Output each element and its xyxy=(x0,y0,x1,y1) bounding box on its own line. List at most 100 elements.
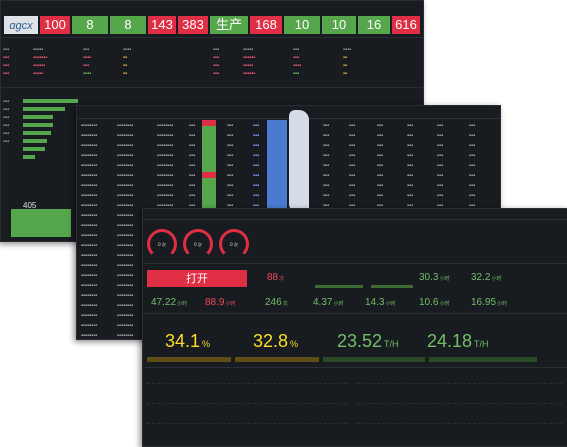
bar-label: ▪▪▪ xyxy=(3,131,10,135)
status-cell-red xyxy=(202,120,216,126)
table-cell: ▪▪▪ xyxy=(227,193,234,197)
table-cell: ▪▪▪ xyxy=(407,133,414,137)
table-cell: ▪▪▪▪▪▪▪▪ xyxy=(81,283,98,287)
table-row[interactable]: ▪▪▪▪▪▪▪▪▪▪▪▪▪▪▪▪▪▪▪▪▪▪▪▪▪▪▪▪▪▪▪▪▪▪▪▪▪▪▪▪… xyxy=(77,200,500,210)
table-cell: ▪▪▪ xyxy=(323,133,330,137)
table-cell: ▪▪▪▪▪▪▪▪ xyxy=(117,143,134,147)
open-status-button[interactable]: 打开 xyxy=(147,270,247,287)
divider xyxy=(143,367,567,368)
stat-5-value: 383 xyxy=(178,16,208,34)
bar-label: ▪▪▪ xyxy=(3,139,10,143)
stat-1[interactable]: 100 xyxy=(39,2,71,36)
metric-r2-7: 16.95小时 xyxy=(471,297,508,308)
table-cell: ▪▪▪ xyxy=(407,183,414,187)
table-cell: ▪▪▪ xyxy=(189,153,196,157)
metric-r2-5: 14.3小时 xyxy=(365,297,396,308)
table-row: ▪▪▪ ▪▪▪▪▪ ▪▪▪ ▪▪▪▪ xyxy=(213,47,352,51)
table-cell: ▪▪▪ xyxy=(253,123,260,127)
gauge-2 xyxy=(183,229,213,259)
table-cell: ▪▪▪ xyxy=(437,163,444,167)
table-row: ▪▪▪ ▪▪▪▪▪▪▪ ▪▪▪▪ ▪▪ xyxy=(3,55,128,59)
stat-6[interactable]: 生产 xyxy=(209,2,249,36)
table-cell: ▪▪▪ xyxy=(189,163,196,167)
table-cell: ▪▪▪ xyxy=(349,123,356,127)
table-row[interactable]: ▪▪▪▪▪▪▪▪▪▪▪▪▪▪▪▪▪▪▪▪▪▪▪▪▪▪▪▪▪▪▪▪▪▪▪▪▪▪▪▪… xyxy=(77,180,500,190)
table-row[interactable]: ▪▪▪▪▪▪▪▪▪▪▪▪▪▪▪▪▪▪▪▪▪▪▪▪▪▪▪▪▪▪▪▪▪▪▪▪▪▪▪▪… xyxy=(77,120,500,130)
table-row[interactable]: ▪▪▪▪▪▪▪▪▪▪▪▪▪▪▪▪▪▪▪▪▪▪▪▪▪▪▪▪▪▪▪▪▪▪▪▪▪▪▪▪… xyxy=(77,150,500,160)
stat-4[interactable]: 143 xyxy=(147,2,177,36)
table-cell: ▪▪▪ xyxy=(437,173,444,177)
table-cell: ▪▪▪▪▪▪▪▪ xyxy=(117,323,134,327)
table-cell: ▪▪▪▪▪▪▪▪ xyxy=(157,143,174,147)
stat-9[interactable]: 10 xyxy=(321,2,357,36)
table-cell: ▪▪▪ xyxy=(227,143,234,147)
table-cell: ▪▪▪▪▪▪▪▪ xyxy=(157,163,174,167)
stat-9-value: 10 xyxy=(322,16,356,34)
table-cell: ▪▪▪▪▪▪▪▪ xyxy=(81,183,98,187)
table-cell: ▪▪▪▪▪▪▪▪ xyxy=(81,333,98,337)
stat-10[interactable]: 16 xyxy=(357,2,391,36)
bar-label: ▪▪▪ xyxy=(3,99,10,103)
table-cell: ▪▪▪▪▪▪▪▪ xyxy=(81,233,98,237)
table-cell: ▪▪▪ xyxy=(227,173,234,177)
stat-8[interactable]: 10 xyxy=(283,2,321,36)
table-cell: ▪▪▪ xyxy=(349,163,356,167)
table-cell: ▪▪▪ xyxy=(377,133,384,137)
table-cell: ▪▪▪ xyxy=(469,143,476,147)
bar xyxy=(23,123,53,127)
table-cell: ▪▪▪▪▪▪▪▪ xyxy=(81,323,98,327)
table-cell: ▪▪▪▪▪▪▪▪ xyxy=(81,203,98,207)
alarm-table-right: ▪▪▪ ▪▪▪▪▪ ▪▪▪ ▪▪▪▪ ▪▪▪ ▪▪▪▪▪▪ ▪▪▪ ▪▪ ▪▪▪ ▪▪▪▪▪ ▪… xyxy=(213,45,418,85)
bar xyxy=(23,115,53,119)
stat-2[interactable]: 8 xyxy=(71,2,109,36)
bar-label: ▪▪▪ xyxy=(3,123,10,127)
stat-4-value: 143 xyxy=(148,16,176,34)
table-cell: ▪▪▪ xyxy=(377,193,384,197)
bar xyxy=(23,139,47,143)
stat-7-value: 168 xyxy=(250,16,282,34)
table-cell: ▪▪▪ xyxy=(349,133,356,137)
metric-hours-2: 32.2小时 xyxy=(471,272,502,283)
table-row[interactable]: ▪▪▪▪▪▪▪▪▪▪▪▪▪▪▪▪▪▪▪▪▪▪▪▪▪▪▪▪▪▪▪▪▪▪▪▪▪▪▪▪… xyxy=(77,140,500,150)
metric-r2-3: 246次 xyxy=(265,297,288,308)
stat-logo: ɑgcx xyxy=(3,2,39,36)
bar xyxy=(23,107,65,111)
stat-5[interactable]: 383 xyxy=(177,2,209,36)
table-cell: ▪▪▪▪▪▪▪▪ xyxy=(81,173,98,177)
divider xyxy=(143,313,567,314)
stat-3[interactable]: 8 xyxy=(109,2,147,36)
stat-6-value: 生产 xyxy=(210,16,248,34)
table-cell: ▪▪▪ xyxy=(437,183,444,187)
chart-grid xyxy=(357,423,562,424)
table-cell: ▪▪▪▪▪▪▪▪ xyxy=(81,193,98,197)
table-row[interactable]: ▪▪▪▪▪▪▪▪▪▪▪▪▪▪▪▪▪▪▪▪▪▪▪▪▪▪▪▪▪▪▪▪▪▪▪▪▪▪▪▪… xyxy=(77,190,500,200)
table-cell: ▪▪▪ xyxy=(349,153,356,157)
table-cell: ▪▪▪▪▪▪▪▪ xyxy=(117,253,134,257)
table-cell: ▪▪▪ xyxy=(407,193,414,197)
kpi-rate-1-strip xyxy=(147,357,231,362)
table-cell: ▪▪▪▪▪▪▪▪ xyxy=(117,263,134,267)
table-row: ▪▪▪▪▪▪▪▪▪▪▪▪▪▪ xyxy=(3,71,128,75)
kpi-throughput-2-strip xyxy=(429,357,537,362)
big-value: 405 xyxy=(23,201,37,210)
stat-7[interactable]: 168 xyxy=(249,2,283,36)
table-cell: ▪▪▪▪▪▪▪▪ xyxy=(81,293,98,297)
table-row: ▪▪▪▪▪▪▪▪▪▪▪▪▪▪ xyxy=(213,71,348,75)
table-cell: ▪▪▪ xyxy=(469,183,476,187)
stat-10-value: 16 xyxy=(358,16,390,34)
table-row[interactable]: ▪▪▪▪▪▪▪▪▪▪▪▪▪▪▪▪▪▪▪▪▪▪▪▪▪▪▪▪▪▪▪▪▪▪▪▪▪▪▪▪… xyxy=(77,170,500,180)
metric-r2-2: 88.9小时 xyxy=(205,297,236,308)
table-row[interactable]: ▪▪▪▪▪▪▪▪▪▪▪▪▪▪▪▪▪▪▪▪▪▪▪▪▪▪▪▪▪▪▪▪▪▪▪▪▪▪▪▪… xyxy=(77,160,500,170)
table-cell: ▪▪▪▪▪▪▪▪ xyxy=(117,153,134,157)
stat-11[interactable]: 616 xyxy=(391,2,421,36)
table-cell: ▪▪▪ xyxy=(377,163,384,167)
table-cell: ▪▪▪▪▪▪▪▪ xyxy=(117,293,134,297)
chart-grid xyxy=(147,383,347,384)
metric-count: 88次 xyxy=(267,272,285,283)
table-cell: ▪▪▪ xyxy=(407,143,414,147)
table-row[interactable]: ▪▪▪▪▪▪▪▪▪▪▪▪▪▪▪▪▪▪▪▪▪▪▪▪▪▪▪▪▪▪▪▪▪▪▪▪▪▪▪▪… xyxy=(77,130,500,140)
table-cell: ▪▪▪▪▪▪▪▪ xyxy=(81,143,98,147)
table-cell: ▪▪▪ xyxy=(323,143,330,147)
table-cell: ▪▪▪▪▪▪▪▪ xyxy=(81,123,98,127)
table-cell: ▪▪▪▪▪▪▪▪ xyxy=(81,163,98,167)
